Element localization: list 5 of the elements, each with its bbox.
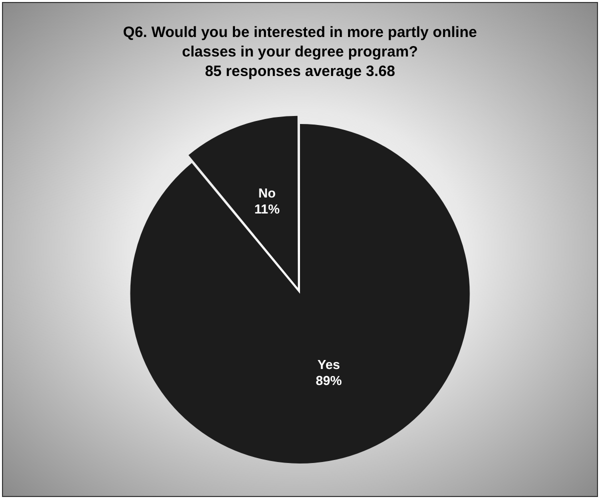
data-label: 11% xyxy=(254,202,280,217)
data-label: 89% xyxy=(316,373,342,388)
chart-title: Q6. Would you be interested in more partly online classes in your degree program? 85 responses average 3.68 xyxy=(123,24,477,80)
slice-label: No xyxy=(258,186,276,201)
slice-label: Yes xyxy=(318,357,340,372)
